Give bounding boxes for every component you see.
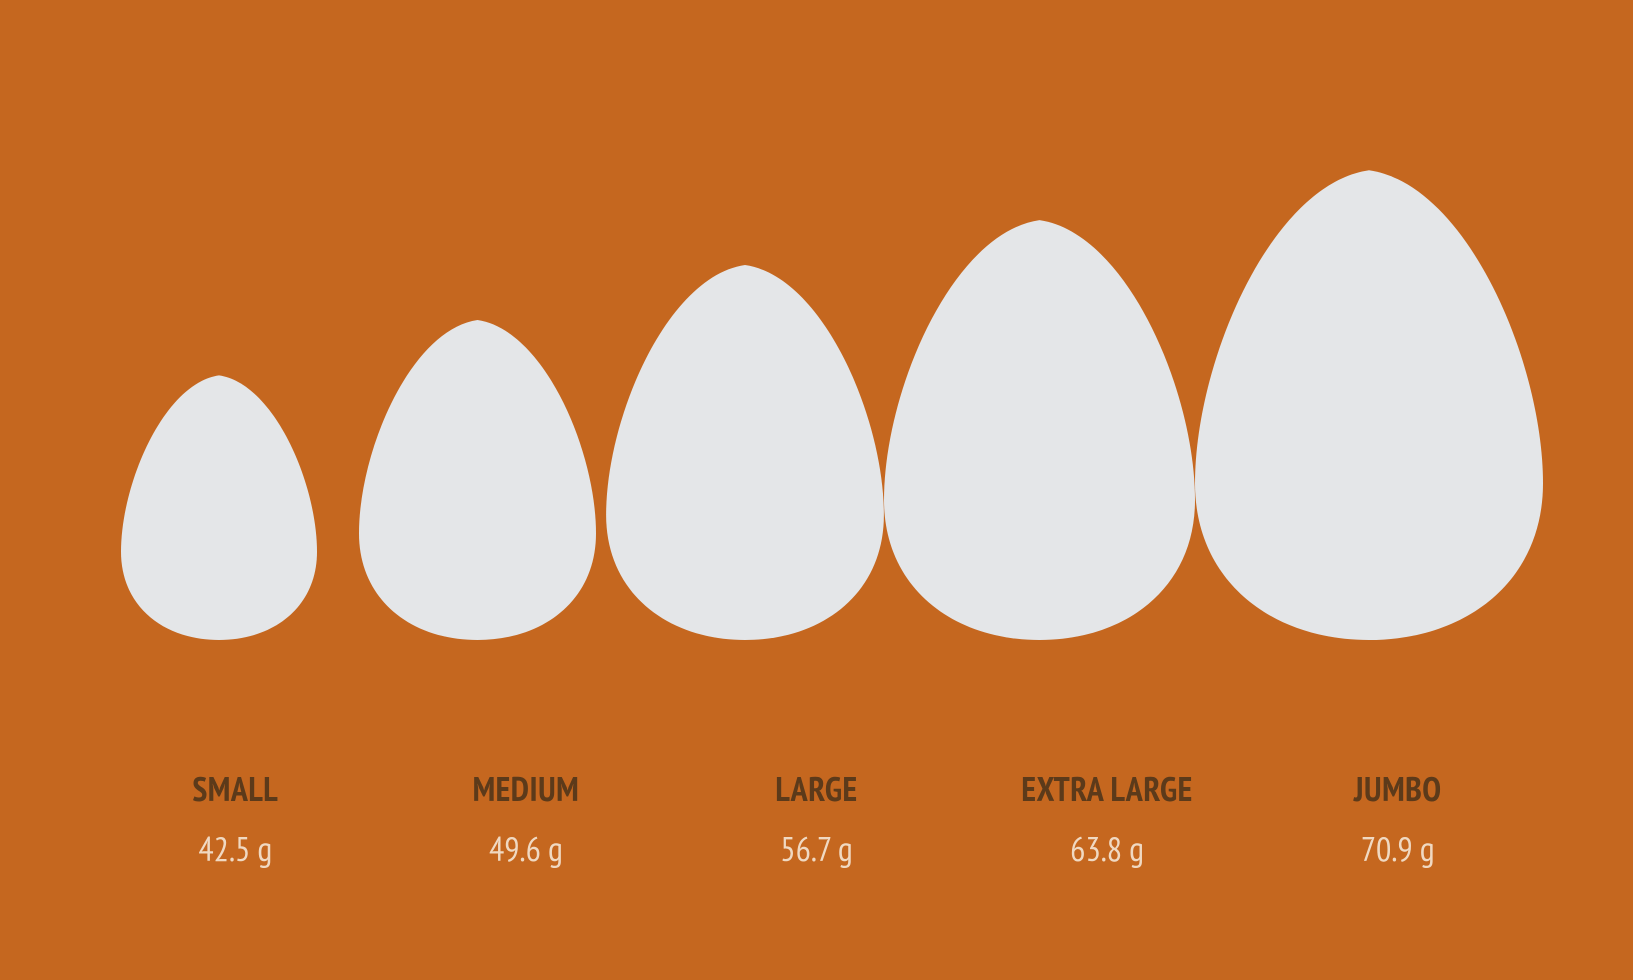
weight-medium: 49.6 g (489, 832, 563, 868)
egg-medium (359, 320, 596, 640)
weight-row: 42.5 g 49.6 g 56.7 g 63.8 g 70.9 g (0, 832, 1633, 868)
egg-icon (121, 375, 317, 640)
label-small: SMALL (192, 772, 278, 808)
weight-large: 56.7 g (780, 832, 852, 868)
label-extra-large: EXTRA LARGE (1021, 772, 1192, 808)
label-row: SMALL MEDIUM LARGE EXTRA LARGE JUMBO (0, 772, 1633, 808)
label-jumbo: JUMBO (1354, 772, 1442, 808)
egg-small (121, 375, 317, 640)
egg-extra-large (884, 220, 1195, 640)
egg-large (606, 265, 884, 640)
egg-icon (606, 265, 884, 640)
egg-icon (1195, 170, 1543, 640)
weight-jumbo: 70.9 g (1361, 832, 1435, 868)
egg-icon (359, 320, 596, 640)
egg-icon (884, 220, 1195, 640)
egg-row (0, 170, 1633, 640)
label-large: LARGE (775, 772, 857, 808)
label-medium: MEDIUM (473, 772, 580, 808)
weight-extra-large: 63.8 g (1070, 832, 1144, 868)
weight-small: 42.5 g (198, 832, 272, 868)
infographic-canvas: SMALL MEDIUM LARGE EXTRA LARGE JUMBO 42.… (0, 0, 1633, 980)
egg-jumbo (1195, 170, 1543, 640)
